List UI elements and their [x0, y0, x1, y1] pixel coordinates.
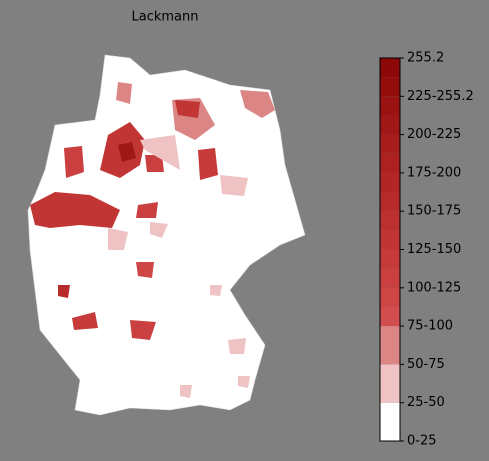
colorbar-label: 175-200 — [407, 165, 461, 180]
colorbar-label: 200-225 — [407, 127, 461, 142]
region — [116, 82, 132, 104]
region — [220, 175, 248, 196]
colorbar-segment — [380, 96, 400, 116]
colorbar-segment — [380, 402, 400, 441]
colorbar-label: 75-100 — [407, 319, 453, 334]
colorbar-segment — [380, 268, 400, 288]
colorbar-segment — [380, 58, 400, 78]
colorbar-segment — [380, 364, 400, 403]
region — [118, 142, 136, 162]
colorbar-segment — [380, 287, 400, 307]
region — [136, 262, 154, 278]
region — [145, 155, 164, 172]
region — [228, 338, 246, 354]
region — [72, 312, 98, 330]
colorbar-label: 100-125 — [407, 280, 461, 295]
colorbar-label: 50-75 — [407, 357, 445, 372]
germany-map — [27, 54, 306, 416]
region — [64, 146, 84, 178]
colorbar-segment — [380, 230, 400, 250]
colorbar-segment — [380, 77, 400, 97]
colorbar-label: 225-255.2 — [407, 89, 474, 104]
region — [238, 376, 250, 388]
region — [108, 228, 128, 250]
region — [210, 285, 222, 296]
region — [240, 90, 275, 118]
region — [150, 222, 168, 238]
region — [58, 285, 70, 298]
colorbar-label: 25-50 — [407, 395, 445, 410]
colorbar-segment — [380, 211, 400, 231]
colorbar-label: 255.2 — [407, 51, 444, 66]
colorbar-segment — [380, 326, 400, 365]
colorbar-label: 125-150 — [407, 242, 461, 257]
colorbar-segment — [380, 249, 400, 269]
region — [130, 320, 156, 340]
colorbar: 255.2 225-255.2 200-225 175-200 150-175 125-1… — [379, 51, 474, 449]
colorbar-segment — [380, 192, 400, 212]
region — [136, 202, 158, 218]
colorbar-segment — [380, 115, 400, 135]
region — [175, 100, 200, 118]
region — [140, 135, 180, 170]
region-highlights — [30, 82, 275, 398]
region — [198, 148, 218, 180]
colorbar-segment — [380, 134, 400, 154]
region — [180, 385, 192, 398]
map-title: Lackmann — [132, 10, 199, 25]
colorbar-segment — [380, 306, 400, 327]
colorbar-label: 150-175 — [407, 204, 461, 219]
colorbar-segment — [380, 172, 400, 193]
region — [30, 192, 120, 228]
colorbar-segment — [380, 153, 400, 173]
colorbar-label: 0-25 — [407, 434, 437, 449]
